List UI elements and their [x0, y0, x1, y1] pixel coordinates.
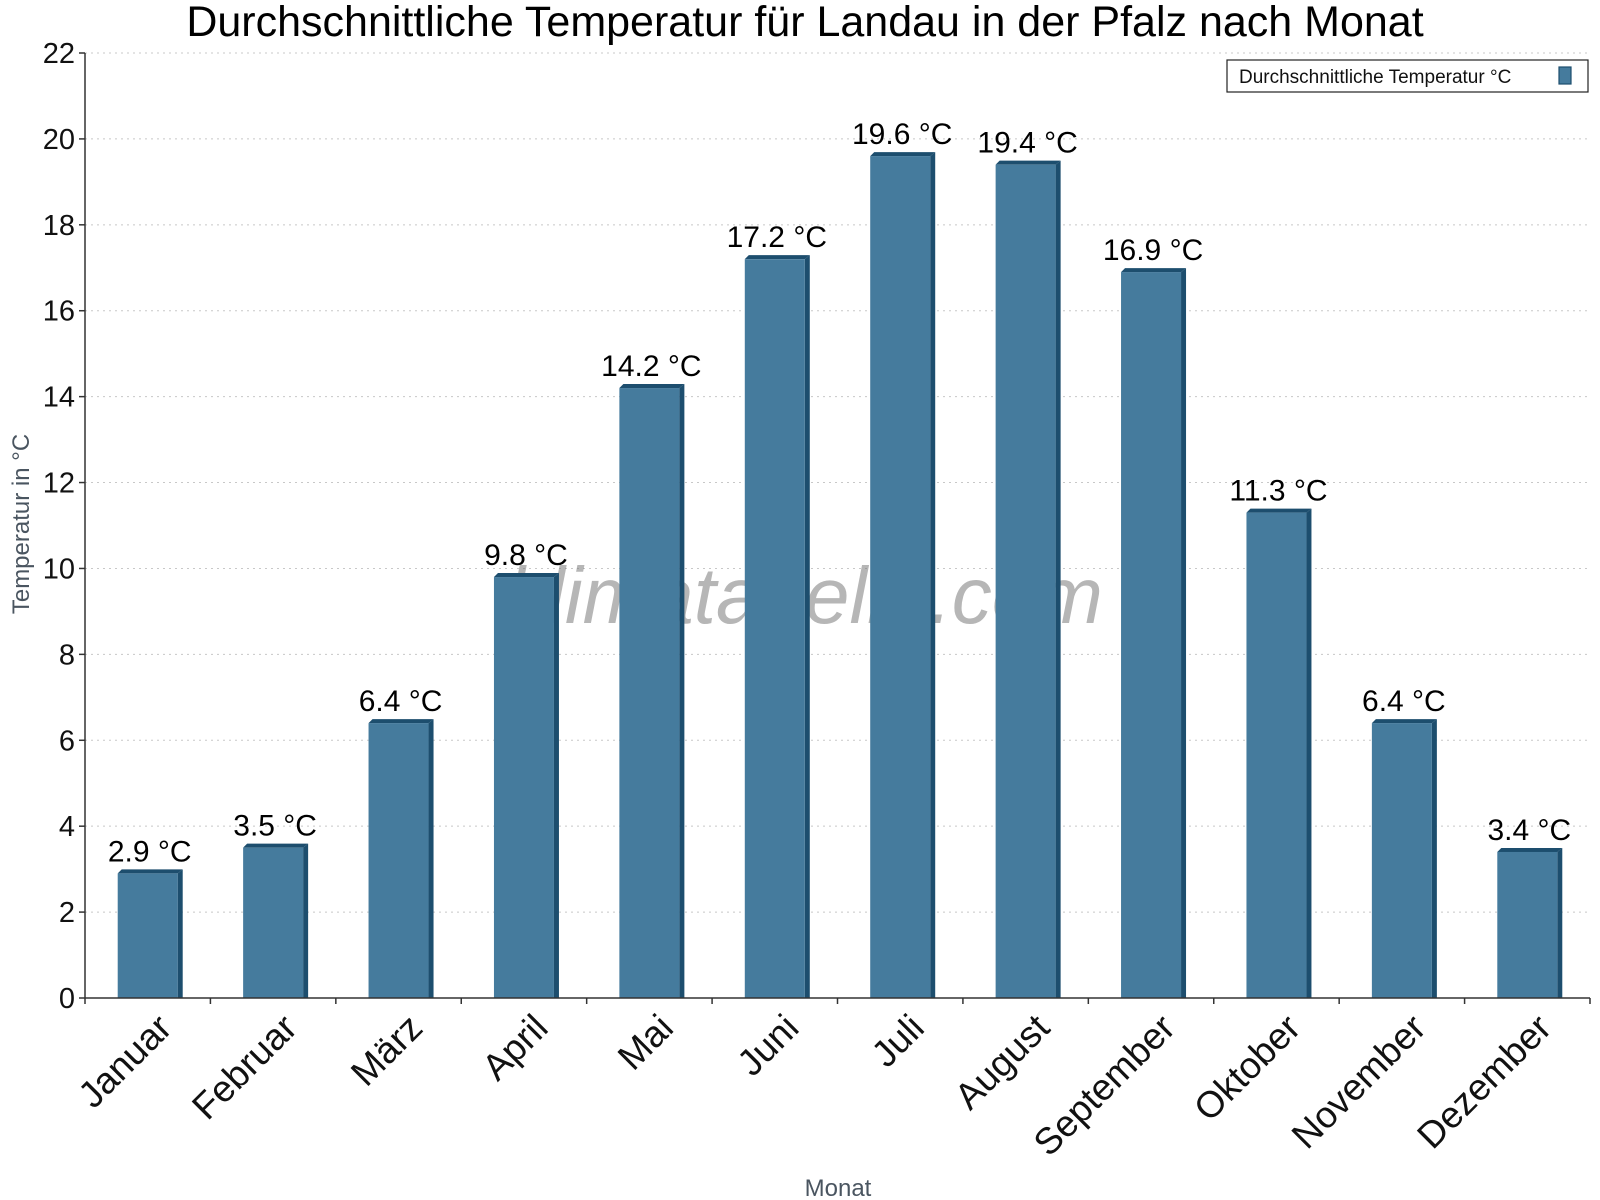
bar-top — [117, 869, 183, 874]
bar-side — [1306, 508, 1312, 998]
y-tick-label: 14 — [43, 382, 75, 414]
x-tick-label: Mai — [610, 1007, 681, 1078]
bar — [493, 577, 554, 998]
x-tick-label: Oktober — [1186, 1007, 1308, 1129]
bar-side — [930, 152, 936, 998]
bar — [368, 723, 429, 998]
bar-side — [177, 869, 183, 998]
bar-top — [1371, 719, 1437, 724]
x-tick-label: August — [947, 1006, 1058, 1117]
bar-top — [744, 255, 810, 260]
bar-side — [303, 843, 309, 998]
y-tick-label: 8 — [59, 639, 75, 671]
bar-top — [1246, 508, 1312, 513]
bar-side — [679, 384, 685, 999]
x-tick-label: November — [1284, 1007, 1434, 1157]
bar-side — [1055, 160, 1061, 998]
x-tick-label: Februar — [184, 1007, 305, 1128]
bar-side — [1181, 268, 1187, 998]
legend: Durchschnittliche Temperatur °C — [1226, 59, 1589, 93]
y-tick-label: 6 — [59, 725, 75, 757]
bar-top — [1497, 847, 1563, 852]
data-label: 9.8 °C — [484, 539, 568, 572]
y-tick-label: 10 — [43, 553, 75, 585]
bar-side — [553, 573, 559, 998]
data-label: 2.9 °C — [108, 835, 192, 868]
legend-swatch — [1558, 66, 1572, 85]
bar — [1497, 851, 1558, 998]
bar — [619, 388, 680, 999]
value-labels-layer: 2.9 °C 3.5 °C 6.4 °C 9.8 °C 14.2 °C 17.2 °C 19… — [108, 118, 1571, 868]
legend-label: Durchschnittliche Temperatur °C — [1239, 67, 1511, 88]
data-label: 3.4 °C — [1487, 814, 1571, 847]
grid-lines — [85, 52, 1590, 913]
y-axis-label: Temperatur in °C — [8, 434, 35, 614]
bar — [243, 847, 304, 998]
bar — [995, 164, 1056, 998]
y-tick-labels: 0 2 4 6 8 10 12 14 16 18 20 22 — [43, 38, 85, 1015]
bars-layer — [117, 152, 1563, 999]
bar-top — [870, 152, 936, 157]
y-tick-label: 16 — [43, 296, 75, 328]
bar-side — [1557, 847, 1563, 998]
x-tick-label: April — [474, 1007, 555, 1088]
x-tick-label: März — [343, 1007, 430, 1094]
x-tick-label: Juni — [729, 1007, 806, 1084]
bar — [870, 156, 931, 998]
data-label: 17.2 °C — [727, 221, 827, 254]
bar — [1121, 272, 1182, 998]
data-label: 19.6 °C — [852, 118, 952, 151]
data-label: 6.4 °C — [359, 685, 443, 718]
y-tick-label: 22 — [43, 38, 75, 70]
bar — [1246, 512, 1307, 998]
data-label: 14.2 °C — [601, 350, 701, 383]
bar-top — [995, 160, 1061, 165]
y-tick-label: 2 — [59, 897, 75, 929]
bar — [1371, 723, 1432, 998]
bar-side — [428, 719, 434, 998]
bar-side — [1431, 719, 1437, 998]
y-tick-label: 4 — [59, 811, 75, 843]
axes — [84, 53, 1591, 1004]
bar-top — [493, 573, 559, 578]
data-label: 3.5 °C — [233, 810, 317, 843]
legend-box — [1226, 59, 1589, 93]
y-tick-label: 20 — [43, 124, 75, 156]
x-tick-labels: Januar Februar März April Mai Juni Juli AugustS… — [70, 1006, 1559, 1163]
y-tick-label: 12 — [43, 468, 75, 500]
bar — [744, 259, 805, 998]
bar-top — [368, 719, 434, 724]
bar-top — [1121, 268, 1187, 273]
data-label: 6.4 °C — [1362, 685, 1446, 718]
bar — [117, 873, 178, 998]
data-label: 11.3 °C — [1229, 475, 1327, 508]
x-tick-label: Januar — [70, 1007, 179, 1116]
bar-top — [243, 843, 309, 848]
chart-title: Durchschnittliche Temperatur für Landau … — [186, 0, 1423, 46]
bar-top — [619, 384, 685, 389]
x-tick-label: Juli — [864, 1007, 932, 1075]
x-tick-label: Dezember — [1409, 1007, 1559, 1157]
data-label: 16.9 °C — [1103, 234, 1203, 267]
data-label: 19.4 °C — [977, 127, 1077, 160]
bar-side — [804, 255, 810, 998]
x-axis-label: Monat — [805, 1175, 872, 1200]
y-tick-label: 18 — [43, 210, 75, 242]
y-tick-label: 0 — [59, 983, 75, 1015]
